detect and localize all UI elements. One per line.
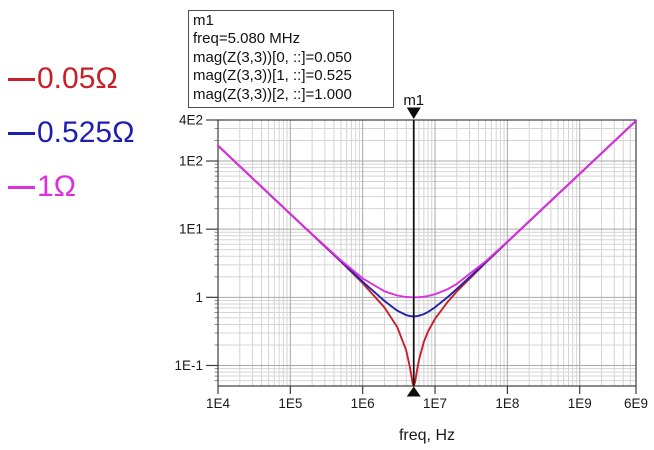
y-tick-label: 1E2 — [179, 154, 203, 169]
x-tick-label: 1E7 — [423, 396, 447, 411]
legend-swatch-red-line — [8, 77, 35, 81]
x-tick-label: 6E9 — [624, 396, 648, 411]
legend-swatch-magenta-line — [8, 185, 35, 189]
legend-label: 0.05Ω — [37, 62, 118, 95]
curve-1Ω[interactable] — [217, 119, 637, 299]
y-tick-label: 1E1 — [179, 222, 203, 237]
marker-box-line-mag1: mag(Z(3,3))[1, ::]=0.525 — [193, 67, 352, 85]
x-axis-label: freq, Hz — [398, 427, 455, 444]
y-tick-label: 4E2 — [179, 113, 203, 128]
curve-0.525Ω[interactable] — [217, 119, 637, 318]
plot-frame — [217, 119, 637, 387]
legend-label: 1Ω — [37, 170, 77, 203]
marker-triangle-bottom[interactable] — [406, 386, 421, 397]
y-tick-label: 1E-1 — [174, 358, 203, 373]
x-tick-label: 1E4 — [206, 396, 231, 411]
marker-box-line-freq: freq=5.080 MHz — [193, 30, 301, 48]
marker-triangle-top[interactable] — [406, 107, 421, 120]
x-tick-label: 1E9 — [568, 396, 592, 411]
legend-item-0.05ohm[interactable]: 0.05Ω — [8, 61, 118, 97]
marker-box-line-mag0: mag(Z(3,3))[0, ::]=0.050 — [193, 48, 352, 66]
legend-swatch-blue-line — [8, 131, 35, 135]
legend-label: 0.525Ω — [37, 116, 135, 149]
marker-box-line-mag2: mag(Z(3,3))[2, ::]=1.000 — [193, 85, 352, 103]
x-tick-label: 1E8 — [495, 396, 519, 411]
legend-item-0.525ohm[interactable]: 0.525Ω — [8, 115, 135, 151]
marker-label[interactable]: m1 — [403, 92, 424, 109]
marker-readout-box[interactable]: m1 freq=5.080 MHz mag(Z(3,3))[0, ::]=0.0… — [188, 10, 394, 109]
x-tick-label: 1E5 — [278, 396, 302, 411]
y-tick-label: 1 — [195, 290, 203, 305]
marker-box-line-name: m1 — [193, 12, 214, 29]
legend-item-1ohm[interactable]: 1Ω — [8, 169, 76, 205]
x-tick-label: 1E6 — [351, 396, 375, 411]
